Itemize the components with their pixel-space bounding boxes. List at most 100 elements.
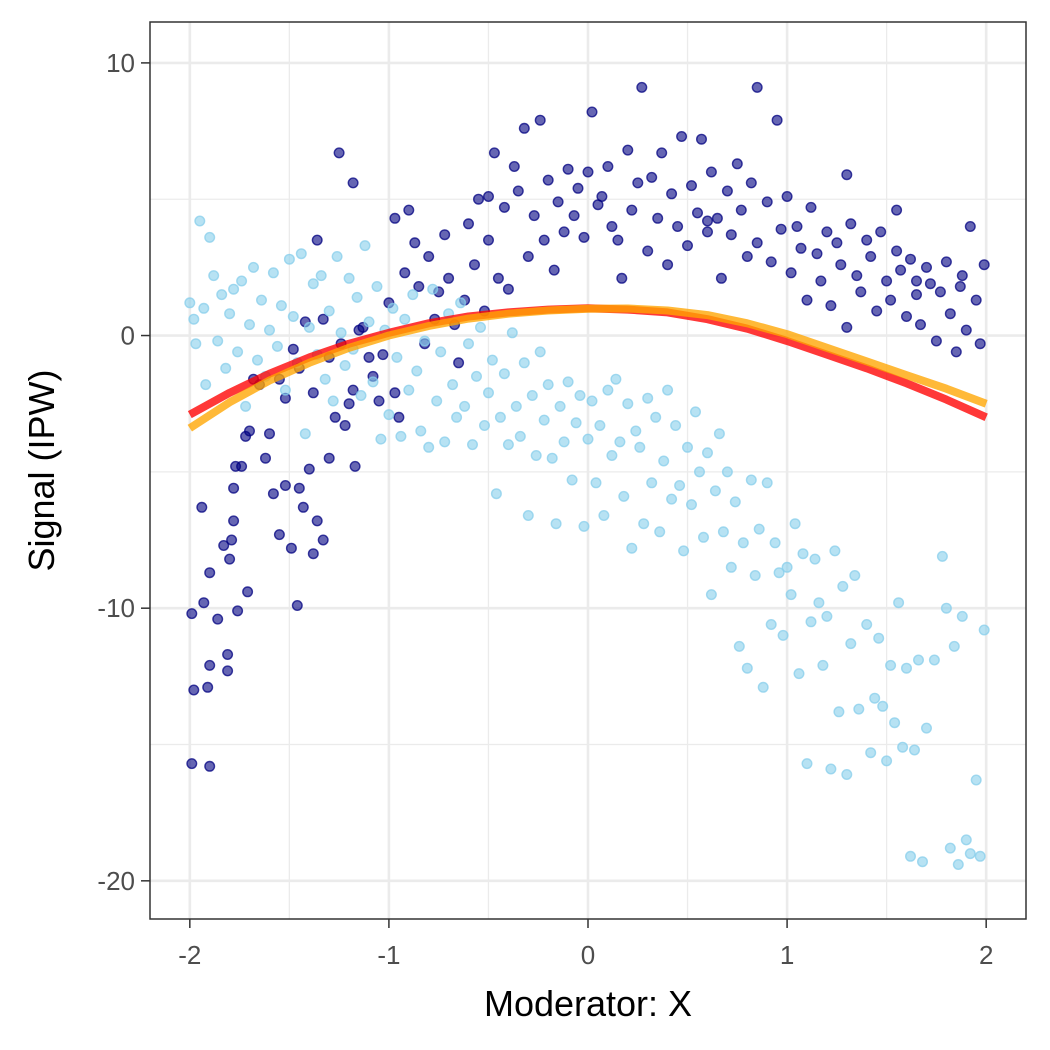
treated-point bbox=[911, 275, 923, 287]
treated-point bbox=[522, 250, 534, 262]
control-point bbox=[546, 452, 558, 464]
treated-point bbox=[686, 180, 698, 192]
treated-point bbox=[801, 294, 813, 306]
control-point bbox=[682, 441, 694, 453]
control-point bbox=[403, 384, 415, 396]
control-point bbox=[518, 357, 530, 369]
control-point bbox=[498, 368, 510, 380]
control-point bbox=[825, 763, 837, 775]
control-point bbox=[729, 496, 741, 508]
treated-point bbox=[696, 133, 708, 145]
treated-point bbox=[751, 81, 763, 93]
control-point bbox=[363, 316, 375, 328]
treated-point bbox=[851, 270, 863, 282]
control-point bbox=[893, 597, 905, 609]
treated-point bbox=[291, 600, 303, 612]
control-point bbox=[247, 261, 259, 273]
treated-point bbox=[841, 169, 853, 181]
control-point bbox=[367, 376, 379, 388]
control-point bbox=[558, 436, 570, 448]
control-point bbox=[845, 638, 857, 650]
control-point bbox=[471, 370, 483, 382]
control-point bbox=[885, 659, 897, 671]
control-point bbox=[383, 409, 395, 421]
treated-point bbox=[676, 130, 688, 142]
control-point bbox=[355, 390, 367, 402]
treated-point bbox=[323, 452, 335, 464]
control-point bbox=[698, 531, 710, 543]
treated-point bbox=[534, 114, 546, 126]
control-point bbox=[940, 602, 952, 614]
control-point bbox=[702, 447, 714, 459]
control-point bbox=[805, 616, 817, 628]
control-point bbox=[459, 400, 471, 412]
treated-point bbox=[616, 272, 628, 284]
control-point bbox=[674, 480, 686, 492]
control-point bbox=[212, 335, 224, 347]
control-point bbox=[323, 305, 335, 317]
control-point bbox=[897, 741, 909, 753]
control-point bbox=[251, 354, 263, 366]
treated-point bbox=[905, 253, 917, 265]
control-point bbox=[190, 338, 202, 350]
control-point bbox=[913, 654, 925, 666]
treated-point bbox=[568, 210, 580, 222]
treated-point bbox=[317, 534, 329, 546]
treated-point bbox=[196, 501, 208, 513]
control-point bbox=[634, 441, 646, 453]
treated-point bbox=[260, 452, 272, 464]
control-point bbox=[713, 428, 725, 440]
treated-point bbox=[502, 283, 514, 295]
treated-point bbox=[329, 411, 341, 423]
control-point bbox=[194, 215, 206, 227]
control-point bbox=[821, 610, 833, 622]
treated-point bbox=[934, 286, 946, 298]
treated-point bbox=[586, 106, 598, 118]
control-point bbox=[538, 414, 550, 426]
control-point bbox=[606, 450, 618, 462]
control-point bbox=[654, 526, 666, 538]
treated-point bbox=[297, 501, 309, 513]
control-point bbox=[188, 313, 200, 325]
x-tick-label: -1 bbox=[377, 940, 400, 970]
treated-point bbox=[389, 387, 401, 399]
treated-point bbox=[409, 237, 421, 249]
treated-point bbox=[885, 294, 897, 306]
control-point bbox=[694, 466, 706, 478]
control-point bbox=[287, 311, 299, 323]
control-point bbox=[638, 518, 650, 530]
treated-point bbox=[940, 256, 952, 268]
treated-point bbox=[228, 482, 240, 494]
control-point bbox=[813, 597, 825, 609]
treated-point bbox=[596, 190, 608, 202]
control-point bbox=[267, 267, 279, 279]
effect-curves bbox=[187, 304, 988, 432]
treated-point bbox=[311, 515, 323, 527]
control-point bbox=[256, 294, 268, 306]
treated-point bbox=[439, 229, 451, 241]
treated-point bbox=[865, 250, 877, 262]
control-point bbox=[960, 834, 972, 846]
control-point bbox=[574, 390, 586, 402]
control-point bbox=[952, 859, 964, 871]
control-point bbox=[849, 570, 861, 582]
treated-point bbox=[636, 81, 648, 93]
treated-point bbox=[492, 272, 504, 284]
control-point bbox=[789, 518, 801, 530]
control-point bbox=[562, 376, 574, 388]
treated-point bbox=[944, 308, 956, 320]
treated-point bbox=[186, 758, 198, 770]
control-point bbox=[522, 510, 534, 522]
control-point bbox=[877, 700, 889, 712]
treated-point bbox=[343, 398, 355, 410]
control-point bbox=[793, 668, 805, 680]
control-point bbox=[901, 662, 913, 674]
treated-point bbox=[242, 586, 254, 598]
treated-point bbox=[735, 204, 747, 216]
control-point bbox=[749, 570, 761, 582]
treated-point bbox=[745, 177, 757, 189]
treated-point bbox=[236, 460, 248, 472]
treated-point bbox=[795, 242, 807, 254]
control-point bbox=[917, 856, 929, 868]
